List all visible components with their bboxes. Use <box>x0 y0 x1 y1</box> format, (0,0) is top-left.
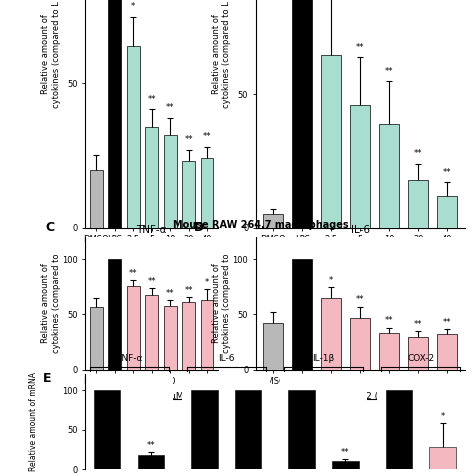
Text: Relative amount of mRNA: Relative amount of mRNA <box>29 373 37 471</box>
Text: **: ** <box>356 295 365 304</box>
Text: **: ** <box>166 103 174 112</box>
Text: **: ** <box>341 447 350 456</box>
Bar <box>292 0 312 228</box>
Text: TNF-α: TNF-α <box>116 354 142 363</box>
Bar <box>201 300 213 370</box>
Bar <box>90 307 103 370</box>
Text: **: ** <box>147 277 156 286</box>
Text: **: ** <box>385 317 393 326</box>
Bar <box>191 390 218 469</box>
X-axis label: LPS + X22 (μM): LPS + X22 (μM) <box>117 250 187 259</box>
Text: E: E <box>43 372 52 385</box>
Text: IL-6: IL-6 <box>218 354 235 363</box>
Bar <box>437 196 457 228</box>
Text: **: ** <box>385 67 393 76</box>
Text: *: * <box>440 412 445 421</box>
Text: **: ** <box>443 168 451 177</box>
Text: C: C <box>46 221 55 234</box>
Bar <box>350 105 370 228</box>
Text: IL-1β: IL-1β <box>312 354 335 363</box>
Bar <box>379 333 399 370</box>
Bar <box>288 390 315 469</box>
Y-axis label: Relative amount of
cytokines (compared to L: Relative amount of cytokines (compared t… <box>41 1 61 108</box>
Bar <box>182 161 195 228</box>
Bar <box>321 55 341 228</box>
Bar <box>127 286 140 370</box>
Text: **: ** <box>414 149 422 158</box>
X-axis label: LPS + X22 (μM): LPS + X22 (μM) <box>325 250 395 259</box>
Text: **: ** <box>166 289 174 298</box>
Text: *: * <box>205 278 209 287</box>
Bar <box>350 318 370 370</box>
Text: **: ** <box>414 320 422 329</box>
Bar <box>321 298 341 370</box>
Bar <box>437 334 457 370</box>
Text: D: D <box>193 221 204 234</box>
Text: **: ** <box>147 94 156 103</box>
Text: **: ** <box>443 318 451 327</box>
Text: **: ** <box>147 440 155 449</box>
Text: Mouse RAW 264.7 macrophages: Mouse RAW 264.7 macrophages <box>173 220 348 230</box>
Text: **: ** <box>203 132 211 141</box>
Bar <box>164 135 176 228</box>
X-axis label: LPS + X22 (μM): LPS + X22 (μM) <box>325 392 395 401</box>
Bar <box>109 259 121 370</box>
Y-axis label: Relative amount of
cytokines (compared to L: Relative amount of cytokines (compared t… <box>212 1 231 108</box>
Bar <box>332 461 358 469</box>
Bar <box>263 214 283 228</box>
Text: **: ** <box>184 285 193 294</box>
Bar <box>385 390 412 469</box>
Text: **: ** <box>184 135 193 144</box>
Bar <box>109 0 121 228</box>
Bar <box>90 170 103 228</box>
Text: *: * <box>131 2 136 11</box>
Bar <box>408 337 428 370</box>
Bar <box>145 127 158 228</box>
Bar <box>145 294 158 370</box>
Y-axis label: Relative amount of
cytokines (compared to: Relative amount of cytokines (compared t… <box>41 254 61 353</box>
Bar <box>127 46 140 228</box>
Bar <box>379 124 399 228</box>
Text: COX-2: COX-2 <box>407 354 434 363</box>
Y-axis label: Relative amount of
cytokines (compared to: Relative amount of cytokines (compared t… <box>212 254 231 353</box>
X-axis label: LPS + X22 (μM): LPS + X22 (μM) <box>117 392 187 401</box>
Bar <box>164 306 176 370</box>
Title: TNF-α: TNF-α <box>137 225 167 235</box>
Text: *: * <box>329 275 333 284</box>
Bar <box>263 323 283 370</box>
Bar <box>94 390 120 469</box>
Title: IL-6: IL-6 <box>351 225 370 235</box>
Bar <box>408 180 428 228</box>
Text: **: ** <box>129 269 137 278</box>
Bar <box>429 447 456 469</box>
Bar <box>138 455 164 469</box>
Bar <box>182 302 195 370</box>
Bar <box>201 158 213 228</box>
Bar <box>292 259 312 370</box>
Bar <box>235 390 262 469</box>
Text: **: ** <box>356 43 365 52</box>
